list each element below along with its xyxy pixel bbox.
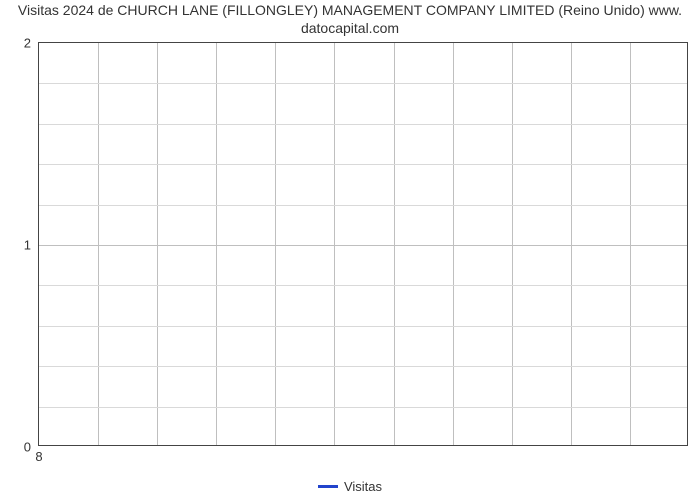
minor-gridline-horizontal bbox=[39, 366, 687, 367]
y-tick-label: 1 bbox=[24, 238, 39, 253]
y-tick-label: 2 bbox=[24, 36, 39, 51]
gridline-horizontal bbox=[39, 245, 687, 246]
gridline-vertical bbox=[453, 43, 454, 445]
gridline-vertical bbox=[394, 43, 395, 445]
gridline-vertical bbox=[630, 43, 631, 445]
gridline-vertical bbox=[275, 43, 276, 445]
minor-gridline-horizontal bbox=[39, 285, 687, 286]
legend-label: Visitas bbox=[344, 479, 382, 494]
minor-gridline-horizontal bbox=[39, 83, 687, 84]
minor-gridline-horizontal bbox=[39, 407, 687, 408]
chart-container: Visitas 2024 de CHURCH LANE (FILLONGLEY)… bbox=[0, 0, 700, 500]
plot-area: 0128 bbox=[38, 42, 688, 446]
gridline-vertical bbox=[216, 43, 217, 445]
gridline-vertical bbox=[512, 43, 513, 445]
gridline-vertical bbox=[98, 43, 99, 445]
chart-title-line1: Visitas 2024 de CHURCH LANE (FILLONGLEY)… bbox=[18, 2, 682, 18]
chart-title-line2: datocapital.com bbox=[301, 20, 399, 36]
gridline-vertical bbox=[571, 43, 572, 445]
gridline-vertical bbox=[334, 43, 335, 445]
gridline-vertical bbox=[157, 43, 158, 445]
chart-title: Visitas 2024 de CHURCH LANE (FILLONGLEY)… bbox=[0, 2, 700, 37]
minor-gridline-horizontal bbox=[39, 326, 687, 327]
legend-swatch bbox=[318, 485, 338, 488]
x-tick-label: 8 bbox=[35, 445, 42, 464]
minor-gridline-horizontal bbox=[39, 164, 687, 165]
minor-gridline-horizontal bbox=[39, 205, 687, 206]
legend: Visitas bbox=[0, 478, 700, 494]
minor-gridline-horizontal bbox=[39, 124, 687, 125]
